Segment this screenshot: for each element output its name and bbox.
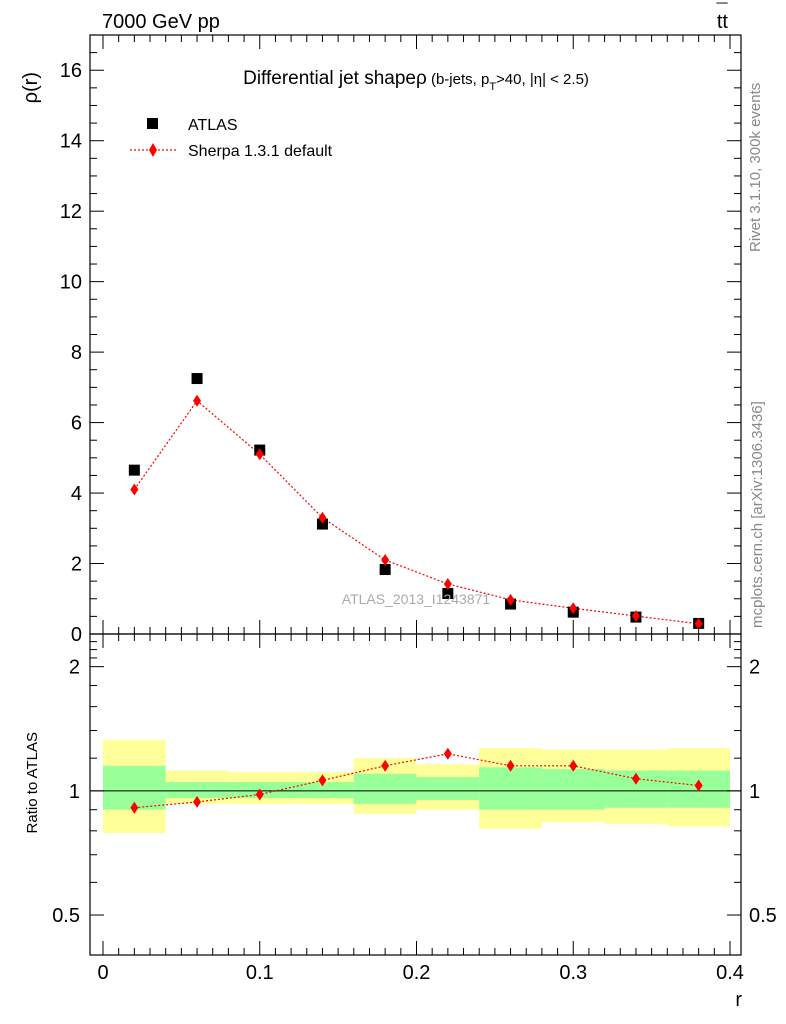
ratio-y-tick-label-right: 1 — [749, 781, 760, 803]
ratio-sherpa-line — [134, 753, 699, 809]
x-tick-label: 0.2 — [403, 962, 431, 984]
legend-marker-atlas — [147, 118, 158, 129]
main-panel: Differential jet shapeρ (b-jets, pT>40, … — [20, 34, 742, 646]
ratio-y-axis-label: Ratio to ATLAS — [24, 732, 41, 833]
atlas-point — [442, 587, 454, 599]
side-label-rivet: Rivet 3.1.10, 300k events — [747, 83, 764, 252]
legend: ATLAS Sherpa 1.3.1 default — [130, 117, 333, 160]
main-y-tick-label: 0 — [71, 624, 82, 646]
x-tick-label: 0.1 — [246, 962, 274, 984]
x-tick-label: 0.4 — [716, 962, 744, 984]
ratio-bands — [103, 739, 730, 834]
x-tick-label: 0 — [97, 962, 108, 984]
ratio-data-layer — [90, 747, 741, 814]
atlas-point — [191, 373, 203, 385]
sherpa-point — [506, 593, 515, 606]
watermark: ATLAS_2013_I1243871 — [342, 591, 491, 607]
ratio-y-tick-label-right: 2 — [749, 657, 760, 679]
x-tick-label: 0.3 — [559, 962, 587, 984]
main-y-axis-label: ρ(r) — [20, 72, 42, 103]
ratio-axes: 0.5 0.5 1 1 2 2 0 0.1 0.2 0.3 0.4 — [52, 633, 777, 984]
sherpa-point — [318, 511, 327, 524]
sherpa-point — [381, 554, 390, 567]
legend-label-sherpa: Sherpa 1.3.1 default — [188, 143, 333, 160]
ratio-sherpa-point — [130, 801, 139, 814]
ratio-stat-band — [291, 782, 354, 799]
header-right-bar: ¯ — [715, 1, 728, 23]
sherpa-point — [255, 448, 264, 461]
ratio-sherpa-point — [694, 779, 703, 792]
ratio-sherpa-point — [506, 759, 515, 772]
ratio-y-tick-label-right: 0.5 — [749, 905, 777, 927]
ratio-y-tick-label-left: 2 — [69, 657, 80, 679]
main-axes: 0 2 4 6 8 10 12 14 16 — [60, 34, 742, 646]
ratio-stat-band — [479, 767, 542, 810]
main-y-tick-label: 10 — [60, 272, 82, 294]
side-label-mcplots: mcplots.cern.ch [arXiv:1306.3436] — [749, 401, 766, 628]
main-y-tick-label: 16 — [60, 60, 82, 82]
ratio-stat-band — [541, 768, 605, 810]
main-y-tick-label: 6 — [71, 413, 82, 435]
atlas-point — [128, 464, 140, 476]
main-title: Differential jet shapeρ (b-jets, pT>40, … — [243, 68, 589, 93]
ratio-y-tick-label-left: 1 — [69, 781, 80, 803]
sherpa-point — [694, 617, 703, 630]
ratio-stat-band — [353, 773, 417, 804]
header-left: 7000 GeV pp — [102, 11, 220, 33]
ratio-y-tick-label-left: 0.5 — [52, 905, 80, 927]
ratio-frame — [89, 633, 742, 956]
x-axis-label: r — [735, 989, 742, 1011]
main-y-tick-label: 8 — [71, 342, 82, 364]
legend-label-atlas: ATLAS — [188, 117, 238, 134]
sherpa-point — [443, 577, 452, 590]
main-title-sub: T — [489, 81, 496, 93]
main-y-tick-label: 4 — [71, 483, 82, 505]
main-y-tick-label: 2 — [71, 554, 82, 576]
ratio-panel: Ratio to ATLAS r 0.5 0.5 1 1 2 2 0 0.1 0.2 0.3 0.4 — [24, 633, 777, 1011]
sherpa-point — [193, 394, 202, 407]
atlas-point — [316, 518, 328, 530]
ratio-sherpa-point — [193, 795, 202, 808]
main-data-layer — [128, 373, 705, 630]
ratio-stat-band — [165, 782, 229, 799]
ratio-sherpa-point — [318, 774, 327, 787]
ratio-sherpa-point — [255, 788, 264, 801]
main-title-text: Differential jet shapeρ — [243, 68, 427, 89]
main-title-detail-end: >40, |η| < 2.5) — [496, 71, 589, 88]
sherpa-point — [569, 602, 578, 615]
main-y-tick-label: 14 — [60, 131, 82, 153]
legend-marker-sherpa — [149, 143, 157, 157]
main-y-tick-label: 12 — [60, 201, 82, 223]
main-title-detail: (b-jets, p — [427, 71, 490, 88]
ratio-sherpa-point — [381, 759, 390, 772]
sherpa-point — [130, 483, 139, 496]
ratio-sherpa-point — [569, 759, 578, 772]
ratio-stat-band — [416, 777, 480, 801]
sherpa-line — [133, 399, 699, 625]
ratio-sherpa-point — [631, 772, 640, 785]
sherpa-point — [631, 610, 640, 623]
atlas-point — [379, 564, 391, 576]
ratio-sherpa-point — [443, 747, 452, 760]
header-right: tt — [717, 11, 729, 33]
